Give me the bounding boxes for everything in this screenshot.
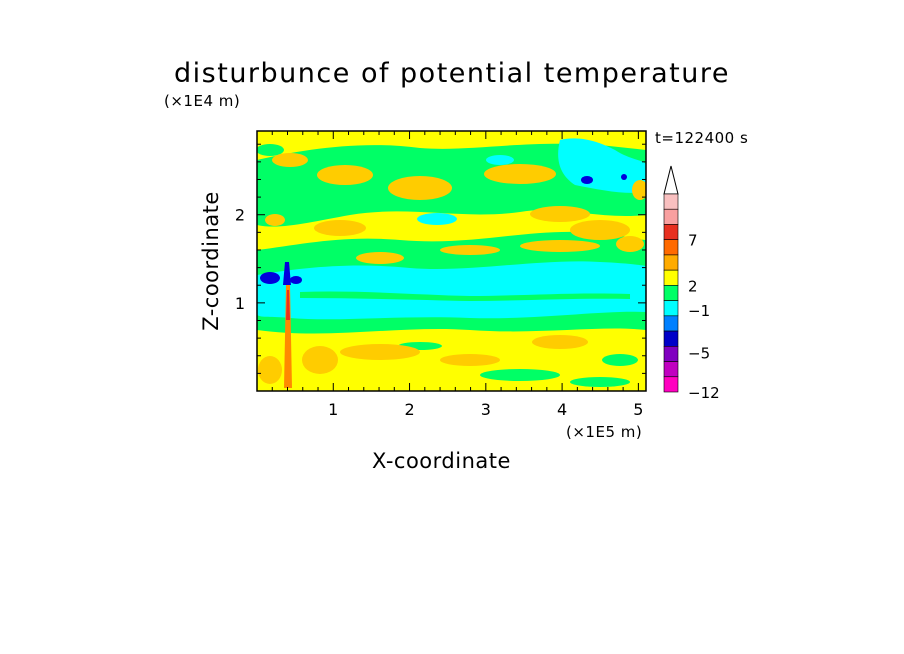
x-tick-label: 3 — [481, 400, 491, 419]
field-orange — [272, 153, 308, 167]
field-blue — [581, 176, 593, 184]
field-plume — [284, 285, 292, 388]
colorbar-swatch — [663, 346, 679, 362]
field-orange — [532, 335, 588, 349]
field-green — [257, 144, 284, 156]
field-orange — [440, 354, 500, 366]
field-green — [270, 192, 330, 208]
x-tick-label: 5 — [633, 400, 643, 419]
field-orange — [632, 180, 646, 200]
field-blue — [283, 262, 291, 285]
field-green — [602, 354, 638, 366]
chart-title: disturbunce of potential temperature — [174, 58, 730, 89]
x-tick-label: 4 — [557, 400, 567, 419]
colorbar-swatch — [663, 193, 679, 210]
colorbar-label: −12 — [688, 384, 720, 402]
field-orange — [265, 214, 285, 226]
colorbar-swatch — [663, 285, 679, 301]
colorbar: 7 2 −1 −5 −12 — [663, 165, 720, 402]
field-orange — [317, 165, 373, 185]
field-green — [480, 369, 560, 381]
colorbar-swatch — [663, 315, 679, 332]
field-plume — [286, 290, 290, 320]
colorbar-extend-triangle — [663, 165, 679, 195]
colorbar-swatch — [663, 254, 679, 271]
colorbar-swatch — [663, 330, 679, 347]
field-orange-group — [258, 153, 646, 384]
colorbar-swatch — [663, 224, 679, 240]
x-ticks: 1 2 3 4 5 — [271, 131, 643, 419]
colorbar-label: 7 — [688, 232, 698, 250]
field-blue — [621, 174, 627, 180]
field-blue — [290, 276, 302, 284]
y-tick-label: 1 — [235, 294, 245, 313]
colorbar-swatch — [663, 208, 679, 225]
colorbar-swatch — [663, 361, 679, 378]
field-orange — [388, 176, 452, 200]
field-orange — [302, 346, 338, 374]
x-axis-label: X-coordinate — [372, 449, 511, 473]
field-green — [257, 143, 646, 227]
field-blue-group — [260, 174, 627, 285]
field-orange — [484, 164, 556, 184]
field-orange — [340, 344, 420, 360]
field-cyan — [257, 261, 646, 320]
x-tick-label: 1 — [328, 400, 338, 419]
colorbar-swatch — [663, 300, 679, 317]
colorbar-label: −5 — [688, 344, 710, 362]
plot-frame — [256, 130, 647, 392]
field-orange — [258, 356, 282, 384]
time-stamp: t=122400 s — [655, 129, 749, 147]
field-orange — [530, 206, 590, 222]
y-ticks: 12 — [235, 143, 646, 374]
x-axis-unit: (×1E5 m) — [566, 423, 643, 441]
colorbar-swatch — [663, 239, 679, 256]
colorbar-swatch — [663, 269, 679, 286]
field-green — [570, 377, 630, 387]
contour-field — [257, 131, 646, 391]
x-tick-label: 2 — [404, 400, 414, 419]
colorbar-label: −1 — [688, 302, 710, 320]
colorbar-swatch — [663, 376, 679, 393]
field-green — [300, 291, 630, 301]
field-cyan — [486, 155, 514, 165]
field-blue — [260, 272, 280, 284]
field-orange — [570, 220, 630, 240]
field-orange — [440, 245, 500, 255]
y-axis-unit: (×1E4 m) — [164, 92, 241, 110]
field-cyan — [417, 213, 457, 225]
field-orange — [314, 220, 366, 236]
field-orange — [520, 240, 600, 252]
y-tick-label: 2 — [235, 206, 245, 225]
field-orange — [616, 236, 644, 252]
colorbar-label: 2 — [688, 277, 698, 295]
field-orange — [356, 252, 404, 264]
